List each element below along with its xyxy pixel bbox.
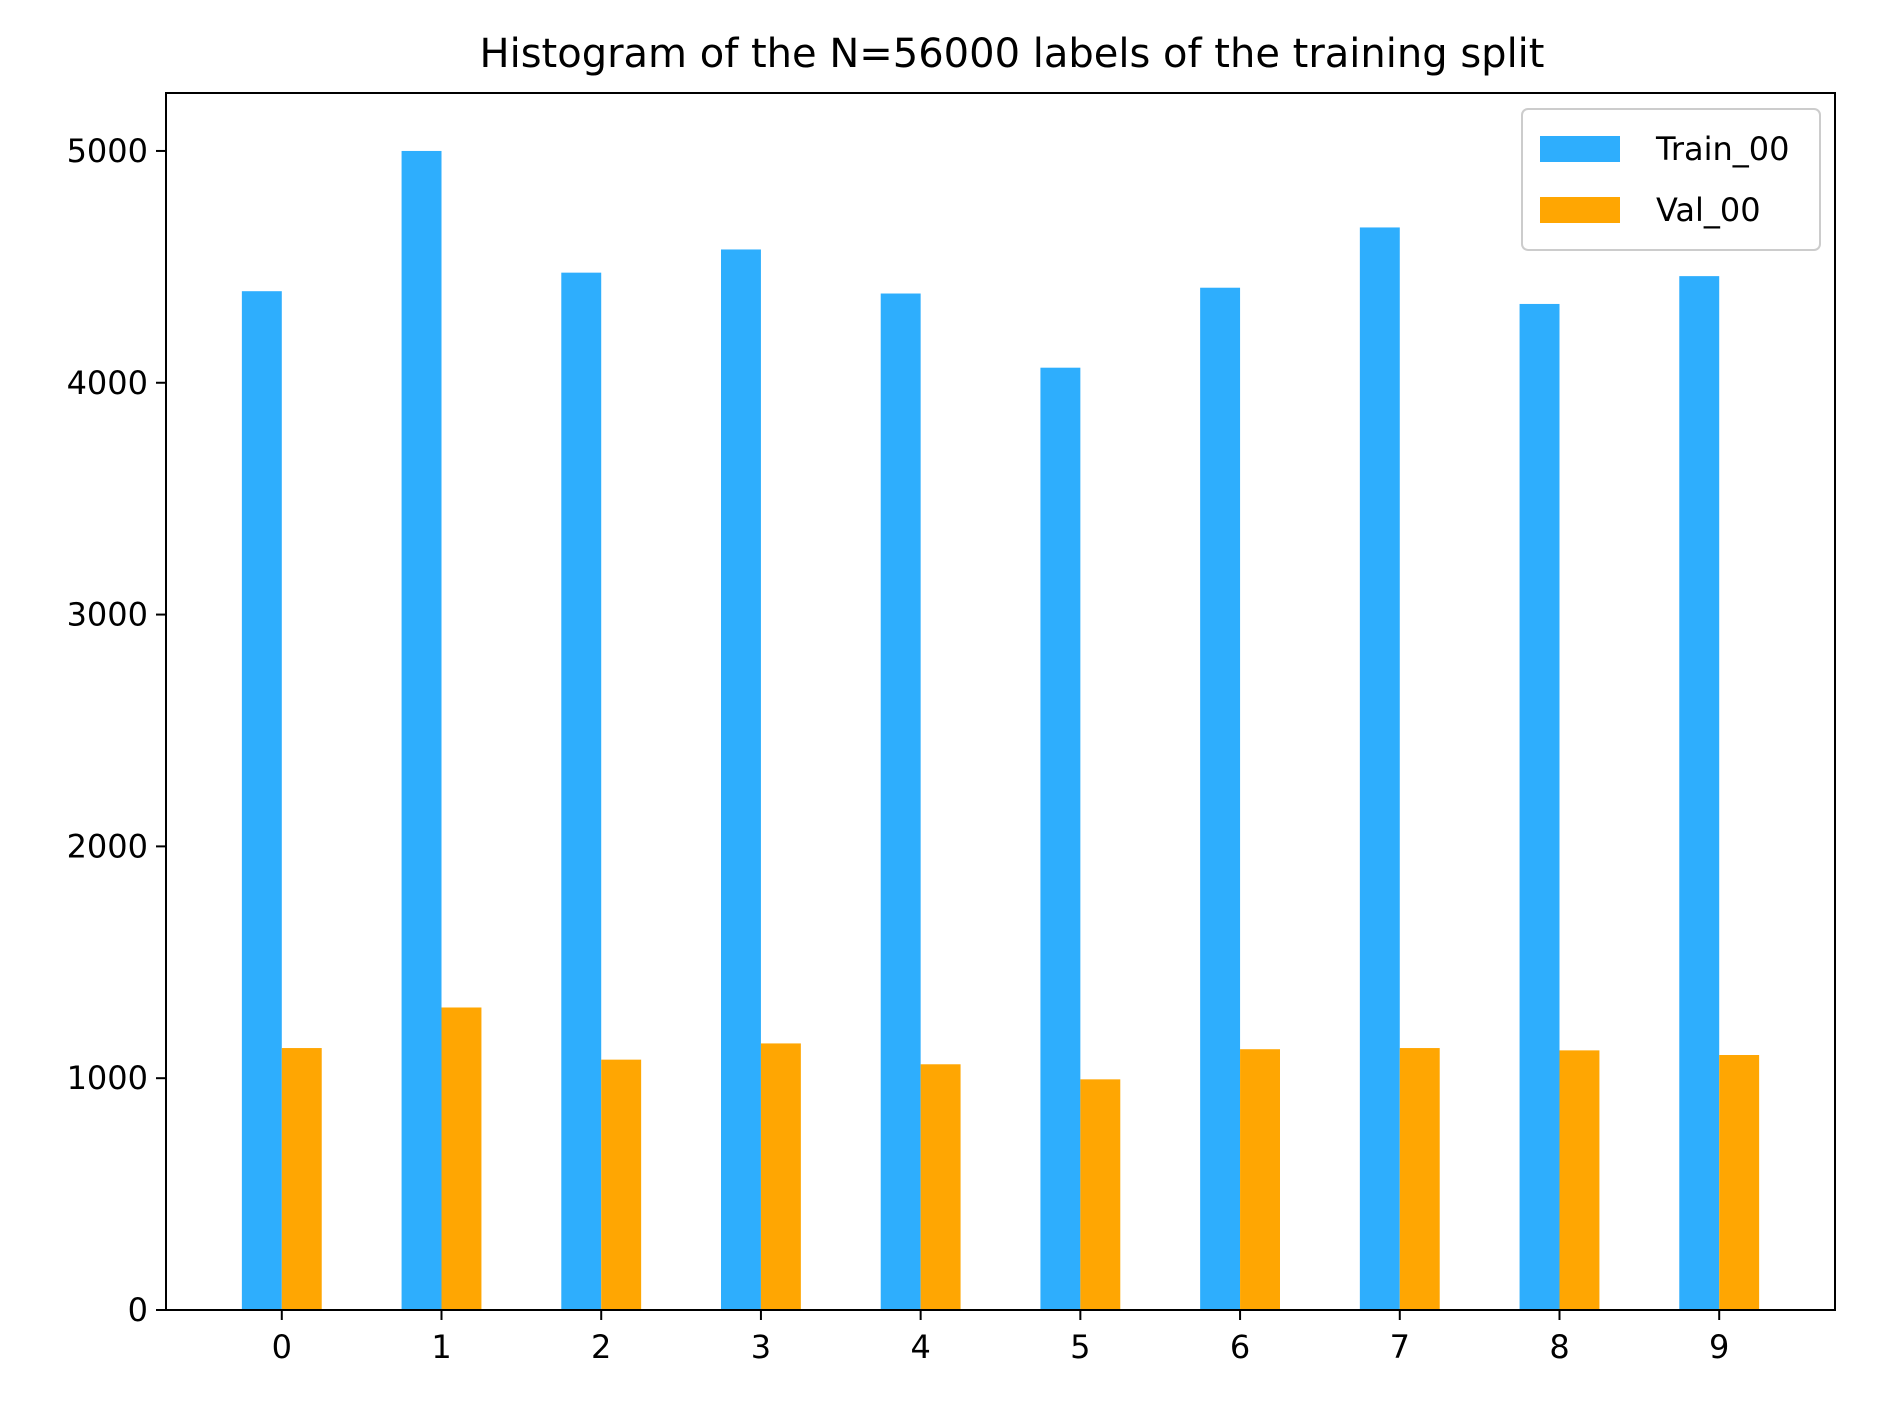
legend-label: Train_00 (1655, 130, 1790, 168)
x-tick-label: 4 (910, 1328, 930, 1366)
plot-frame (165, 92, 1836, 1311)
bar-val-00-8 (1559, 1050, 1600, 1310)
y-tick-label: 1000 (67, 1059, 148, 1097)
bar-train-00-0 (241, 291, 282, 1310)
x-tick-label: 8 (1549, 1328, 1569, 1366)
bar-train-00-5 (1040, 367, 1081, 1310)
chart-title: Histogram of the N=56000 labels of the t… (480, 31, 1545, 77)
bars-group (241, 150, 1760, 1311)
x-tick-label: 5 (1070, 1328, 1090, 1366)
bar-val-00-0 (281, 1048, 322, 1310)
bar-train-00-1 (401, 150, 442, 1310)
bar-val-00-3 (760, 1043, 801, 1310)
y-axis: 0 1000 2000 3000 4000 5000 (67, 132, 166, 1329)
bar-train-00-4 (880, 293, 921, 1310)
bar-val-00-4 (920, 1064, 961, 1310)
y-tick-label: 4000 (67, 364, 148, 402)
x-tick-label: 7 (1390, 1328, 1410, 1366)
x-tick-label: 9 (1709, 1328, 1729, 1366)
bar-val-00-6 (1240, 1049, 1280, 1310)
y-tick-label: 0 (128, 1291, 148, 1329)
bar-train-00-6 (1200, 287, 1241, 1311)
legend-label: Val_00 (1656, 191, 1761, 229)
bar-val-00-9 (1719, 1055, 1760, 1310)
bar-train-00-8 (1519, 303, 1560, 1310)
bar-train-00-9 (1679, 276, 1720, 1310)
y-tick-label: 3000 (67, 596, 148, 634)
bar-val-00-1 (441, 1007, 482, 1310)
bar-val-00-7 (1399, 1048, 1440, 1310)
x-tick-label: 6 (1230, 1328, 1250, 1366)
y-tick-label: 2000 (67, 827, 148, 865)
legend: Train_00 Val_00 (1521, 108, 1821, 251)
legend-swatch (1540, 136, 1620, 162)
bar-train-00-7 (1359, 227, 1400, 1311)
legend-swatch (1540, 197, 1620, 223)
bar-train-00-3 (721, 249, 761, 1310)
y-tick-label: 5000 (67, 132, 148, 170)
x-tick-label: 1 (431, 1328, 451, 1366)
bar-val-00-2 (601, 1059, 642, 1310)
x-axis: 0 1 2 3 4 5 6 7 8 9 (272, 1310, 1729, 1366)
x-tick-label: 2 (591, 1328, 611, 1366)
x-tick-label: 3 (751, 1328, 771, 1366)
bar-val-00-5 (1080, 1079, 1121, 1310)
x-tick-label: 0 (272, 1328, 292, 1366)
bar-train-00-2 (561, 272, 602, 1311)
